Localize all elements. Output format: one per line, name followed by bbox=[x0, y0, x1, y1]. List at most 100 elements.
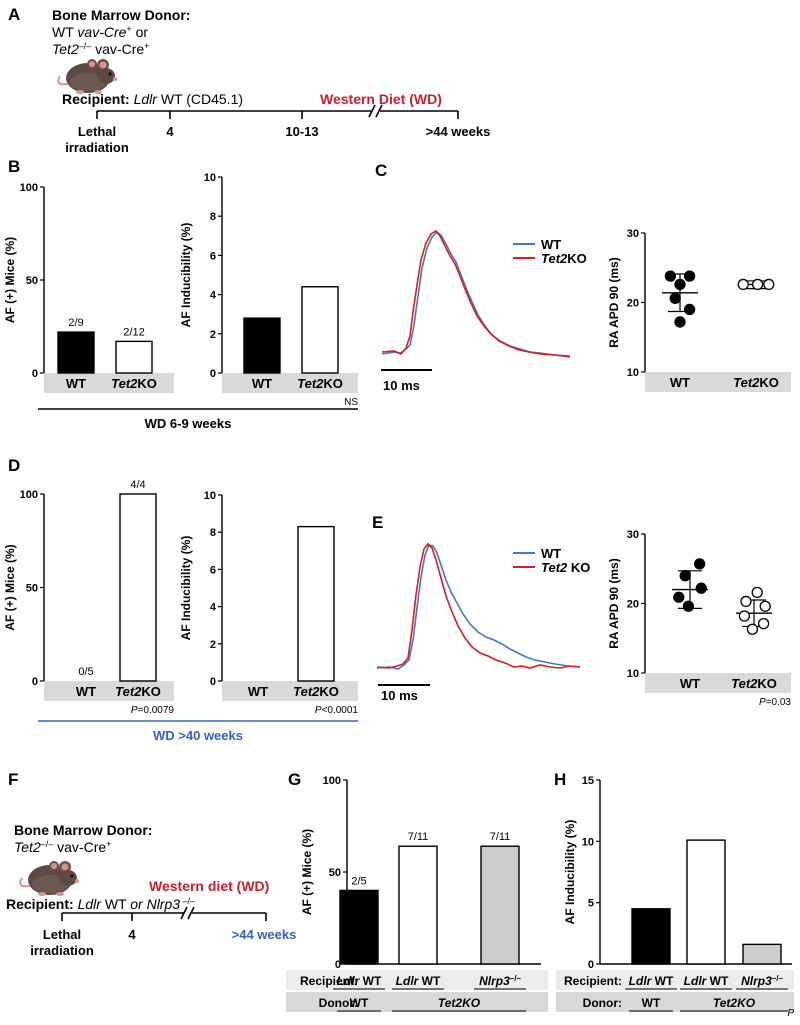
h-table-row-recipient bbox=[556, 970, 794, 990]
g-table-recipient-1: Ldlr WT bbox=[396, 974, 441, 988]
d-chart-2-ytick-1: 2 bbox=[210, 639, 216, 651]
d-chart-2-ytick-4: 8 bbox=[210, 527, 216, 539]
panel-e: E WT Tet2 KO 10 ms 10 20 30 RA APD 90 (ms) W… bbox=[372, 513, 791, 708]
c-chart-point-1-1 bbox=[751, 278, 764, 291]
h-table-recipient-0: Ldlr WT bbox=[629, 974, 674, 988]
d-chart-1-bar-label-0: 0/5 bbox=[78, 666, 93, 678]
c-chart-point-0-3 bbox=[669, 292, 681, 304]
b-chart-2-stat: NS bbox=[344, 397, 358, 408]
d-af-mice-chart: 0 50 100 AF (+) Mice (%) 0/5 WT 4/4 Tet2KO P=0.0… bbox=[3, 479, 174, 716]
panel-f: F Bone Marrow Donor: Tet2–/– vav-Cre+ We… bbox=[6, 770, 296, 958]
b-af-mice-chart: 0 50 100 AF (+) Mice (%) 2/9 WT 2/12 Tet2KO bbox=[3, 182, 174, 393]
a-donor-line1: WT vav-Cre+ or bbox=[52, 24, 148, 40]
d-chart-2-cat-0: WT bbox=[248, 684, 268, 699]
h-table-recipient-2: Nlrp3–/– bbox=[741, 974, 783, 988]
d-chart-2-ytick-3: 6 bbox=[210, 564, 216, 576]
d-af-inducibility-chart: 0 2 4 6 8 10 AF Inducibility (%) WT Tet2KO P<0.00… bbox=[179, 490, 358, 716]
h-chart-bar-0 bbox=[631, 908, 671, 965]
c-chart-point-1-2 bbox=[763, 278, 775, 291]
b-chart-1-ytick-1: 50 bbox=[26, 275, 38, 287]
h-table-donor-ko: Tet2KO bbox=[713, 996, 756, 1010]
e-chart-ytick-0: 10 bbox=[627, 668, 639, 680]
f-tick-4: 4 bbox=[128, 927, 136, 942]
a-tick-10-13: 10-13 bbox=[285, 124, 318, 139]
e-legend-wt: WT bbox=[541, 546, 561, 561]
f-recipient: Recipient: Ldlr WT or Nlrp3 –/– bbox=[6, 896, 195, 912]
panel-letter-g: G bbox=[288, 770, 301, 789]
g-chart-ytick-1: 50 bbox=[329, 867, 341, 879]
f-diet-label: Western diet (WD) bbox=[149, 878, 269, 894]
a-tick-44: >44 weeks bbox=[426, 124, 491, 139]
b-chart-2-bar-0 bbox=[243, 317, 281, 374]
b-chart-2-cat-0: WT bbox=[252, 376, 272, 391]
d-chart-1-bar-label-1: 4/4 bbox=[130, 479, 145, 491]
g-table-recipient-0: Ldlr WT bbox=[337, 974, 382, 988]
g-group-table: Recipient: Donor: Ldlr WT Ldlr WT Nlrp3–/– WT… bbox=[286, 970, 548, 1012]
c-chart-point-0-4 bbox=[683, 303, 696, 316]
h-table-recipient-1: Ldlr WT bbox=[684, 974, 729, 988]
c-chart-ylabel: RA APD 90 (ms) bbox=[607, 257, 621, 347]
h-chart-bar-2 bbox=[742, 943, 782, 965]
b-chart-2-ylabel: AF Inducibility (%) bbox=[179, 223, 193, 328]
e-chart-point-1-3 bbox=[738, 610, 751, 622]
a-mouse-icon bbox=[57, 58, 118, 95]
d-chart-1-cat-0: WT bbox=[76, 684, 96, 699]
b-chart-1-bar-label-0: 2/9 bbox=[68, 317, 83, 329]
e-chart-point-1-1 bbox=[740, 595, 752, 608]
c-ko-trace bbox=[381, 229, 571, 358]
g-chart-ytick-0: 0 bbox=[335, 959, 341, 971]
panel-letter-c: C bbox=[375, 161, 387, 180]
c-chart-point-0-1 bbox=[683, 270, 696, 282]
f-tick-44: >44 weeks bbox=[232, 927, 297, 942]
a-tick-4: 4 bbox=[166, 124, 174, 139]
panel-letter-f: F bbox=[8, 770, 18, 789]
d-chart-2-bar-1 bbox=[297, 525, 335, 682]
e-chart-point-0-0 bbox=[693, 558, 706, 570]
d-chart-2-cat-1: Tet2KO bbox=[293, 684, 339, 699]
c-scale-bar-label: 10 ms bbox=[383, 378, 420, 393]
b-chart-1-bar-1 bbox=[115, 340, 153, 374]
e-apd-chart: 10 20 30 RA APD 90 (ms) WT Tet2KO P=0.03 bbox=[607, 529, 791, 708]
g-chart-bar-label-0: 2/5 bbox=[351, 875, 366, 887]
b-chart-1-bar-0 bbox=[57, 331, 95, 374]
e-legend-ko: Tet2 KO bbox=[541, 560, 590, 575]
h-chart-ytick-3: 15 bbox=[582, 775, 594, 787]
b-chart-2-band bbox=[222, 373, 358, 393]
b-chart-1-band bbox=[44, 373, 174, 393]
b-chart-1-bar-label-1: 2/12 bbox=[123, 326, 144, 338]
e-chart-point-1-5 bbox=[746, 623, 759, 635]
b-chart-1-cat-0: WT bbox=[66, 376, 86, 391]
c-legend-ko: Tet2KO bbox=[541, 251, 587, 266]
e-chart-cat-0: WT bbox=[680, 676, 700, 691]
g-chart-bar-2 bbox=[480, 845, 520, 965]
h-chart-ytick-1: 5 bbox=[588, 898, 594, 910]
c-chart-ytick-1: 20 bbox=[627, 298, 639, 310]
g-chart-bar-label-2: 7/11 bbox=[490, 831, 511, 843]
g-chart-ytick-2: 100 bbox=[323, 775, 341, 787]
b-timeline-label: WD 6-9 weeks bbox=[145, 416, 232, 431]
panel-g: G 0 50 100 AF (+) Mice (%) 2/5 7/11 7/11 Recip… bbox=[286, 770, 548, 1012]
b-chart-2-ytick-1: 2 bbox=[210, 329, 216, 341]
d-chart-2-ytick-0: 0 bbox=[210, 676, 216, 688]
g-chart-bar-label-1: 7/11 bbox=[408, 831, 429, 843]
e-ko-trace bbox=[376, 542, 581, 669]
e-scale-bar-label: 10 ms bbox=[381, 688, 418, 703]
panel-h: H 0 5 10 15 AF Inducibility (%) Recipient: Do… bbox=[554, 770, 794, 1019]
h-af-inducibility-chart: 0 5 10 15 AF Inducibility (%) bbox=[563, 775, 792, 971]
e-chart-point-0-4 bbox=[682, 600, 695, 612]
c-chart-band bbox=[645, 372, 791, 392]
panel-letter-d: D bbox=[8, 456, 20, 475]
b-chart-2-ytick-2: 4 bbox=[210, 290, 217, 302]
a-tick-lethal: Lethal bbox=[78, 124, 116, 139]
c-chart-cat-0: WT bbox=[670, 375, 690, 390]
d-timeline-label: WD >40 weeks bbox=[153, 728, 243, 743]
f-tick-irradiation: irradiation bbox=[30, 943, 94, 958]
c-chart-point-0-0 bbox=[664, 270, 677, 282]
b-chart-2-ytick-5: 10 bbox=[204, 172, 216, 184]
g-table-donor-label: Donor: bbox=[319, 996, 358, 1010]
c-chart-ytick-0: 10 bbox=[627, 367, 639, 379]
h-chart-ylabel: AF Inducibility (%) bbox=[563, 820, 577, 925]
d-chart-2-band bbox=[222, 681, 358, 701]
